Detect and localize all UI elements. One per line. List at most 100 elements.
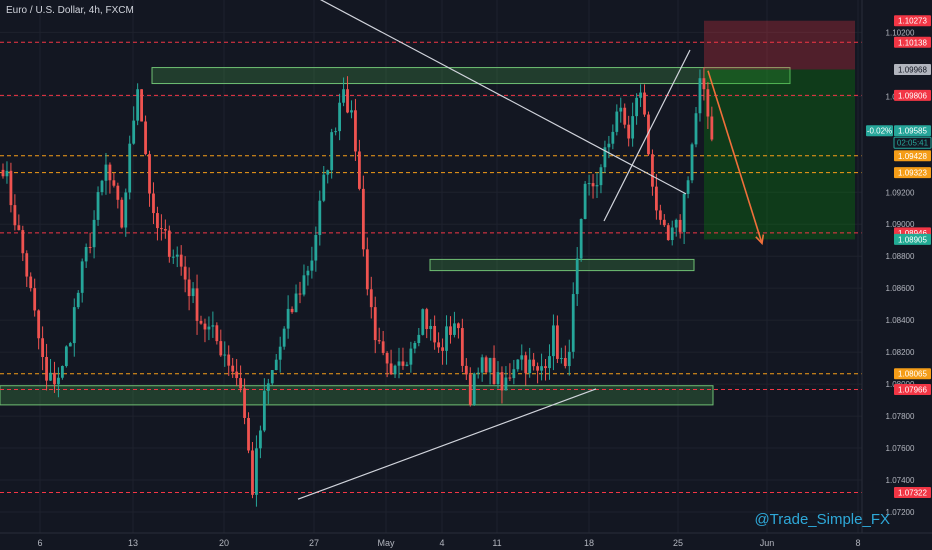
price-badge-label: 1.09323 xyxy=(898,169,927,178)
candle-body xyxy=(445,326,448,351)
arrow-shaft[interactable] xyxy=(707,70,763,244)
candle-body xyxy=(405,364,409,366)
candle-body xyxy=(643,92,646,115)
candle-body xyxy=(698,78,702,114)
price-badge-label: 02:05:41 xyxy=(897,139,929,148)
price-badge-label: 1.09968 xyxy=(898,65,927,74)
candle-body xyxy=(694,113,698,145)
trendline[interactable] xyxy=(310,0,687,195)
candle-body xyxy=(639,92,642,98)
candle-body xyxy=(361,188,365,250)
candle-body xyxy=(243,388,246,418)
candle-body xyxy=(662,219,666,226)
candle-body xyxy=(504,377,508,391)
candle-body xyxy=(615,111,619,132)
candle-body xyxy=(354,110,357,152)
horizontal-levels xyxy=(0,41,862,494)
time-tick-label: 20 xyxy=(219,538,229,548)
candle-body xyxy=(611,131,615,144)
candle-body xyxy=(68,343,72,347)
candle-body xyxy=(278,346,282,360)
candle-body xyxy=(223,354,227,356)
time-tick-label: May xyxy=(377,538,395,548)
candle-body xyxy=(587,183,591,185)
candlestick-series xyxy=(1,67,714,507)
candle-body xyxy=(358,151,361,189)
candle-body xyxy=(579,218,583,259)
candle-body xyxy=(373,307,377,341)
price-badge-label: 1.08946 xyxy=(898,229,927,238)
candle-body xyxy=(401,361,405,366)
symbol-title: Euro / U.S. Dollar, 4h, FXCM xyxy=(6,5,134,16)
support-resistance-zones xyxy=(0,67,791,406)
candle-body xyxy=(148,154,151,194)
candle-body xyxy=(603,147,607,168)
candle-body xyxy=(647,114,650,155)
price-tick-label: 1.08600 xyxy=(886,284,915,293)
price-tick-label: 1.07800 xyxy=(886,412,915,421)
candle-body xyxy=(286,308,290,329)
candle-body xyxy=(195,288,199,321)
candle-body xyxy=(330,132,334,171)
candle-body xyxy=(591,183,595,187)
candle-body xyxy=(460,328,464,366)
trendline[interactable] xyxy=(603,49,691,222)
candle-body xyxy=(310,260,314,271)
candle-body xyxy=(80,261,84,293)
candle-body xyxy=(338,102,341,132)
candle-body xyxy=(417,334,421,343)
candle-body xyxy=(247,417,250,451)
time-axis[interactable]: 6 13 20 27 May 4 11 18 25 Jun 8 xyxy=(37,538,860,548)
candle-body xyxy=(524,355,528,374)
candle-body xyxy=(536,366,539,371)
candle-body xyxy=(41,338,44,358)
price-tick-label: 1.07400 xyxy=(886,476,915,485)
candle-body xyxy=(397,361,401,366)
forecast-arrow[interactable] xyxy=(707,70,765,246)
candle-body xyxy=(128,143,132,193)
candle-body xyxy=(179,254,183,267)
candle-body xyxy=(13,205,17,226)
candle-body xyxy=(508,377,512,379)
price-tick-label: 1.09000 xyxy=(886,220,915,229)
candle-body xyxy=(100,180,104,193)
candle-body xyxy=(520,355,524,360)
candle-body xyxy=(207,326,211,330)
candle-body xyxy=(45,357,48,381)
price-badge xyxy=(894,150,931,162)
trendline[interactable] xyxy=(297,388,597,500)
candle-body xyxy=(674,219,678,228)
candle-body xyxy=(61,366,64,378)
change-badge xyxy=(866,125,893,137)
candle-body xyxy=(136,89,140,121)
candle-body xyxy=(84,247,88,262)
take-profit-area[interactable] xyxy=(704,69,855,240)
candle-body xyxy=(429,325,433,330)
candle-body xyxy=(144,121,147,155)
candle-body xyxy=(160,228,163,230)
price-tick-label: 1.08200 xyxy=(886,348,915,357)
candle-body xyxy=(389,363,393,375)
candle-body xyxy=(9,170,13,206)
candle-body xyxy=(619,107,623,112)
candle-body xyxy=(104,164,108,181)
candle-body xyxy=(294,293,298,313)
trendlines[interactable] xyxy=(297,0,691,500)
candle-body xyxy=(350,110,353,113)
candle-body xyxy=(124,192,128,228)
arrow-head[interactable] xyxy=(755,234,765,246)
candle-body xyxy=(666,225,670,241)
candle-body xyxy=(655,186,658,211)
candle-body xyxy=(231,365,235,372)
candle-body xyxy=(152,193,155,214)
author-watermark: @Trade_Simple_FX xyxy=(754,511,890,528)
price-badge xyxy=(894,36,931,48)
stop-loss-area[interactable] xyxy=(704,20,855,70)
short-position-tool[interactable] xyxy=(704,20,855,240)
candle-body xyxy=(76,292,80,308)
candle-body xyxy=(219,341,223,356)
candle-body xyxy=(476,372,480,374)
candle-body xyxy=(88,247,92,249)
candle-body xyxy=(21,230,25,254)
